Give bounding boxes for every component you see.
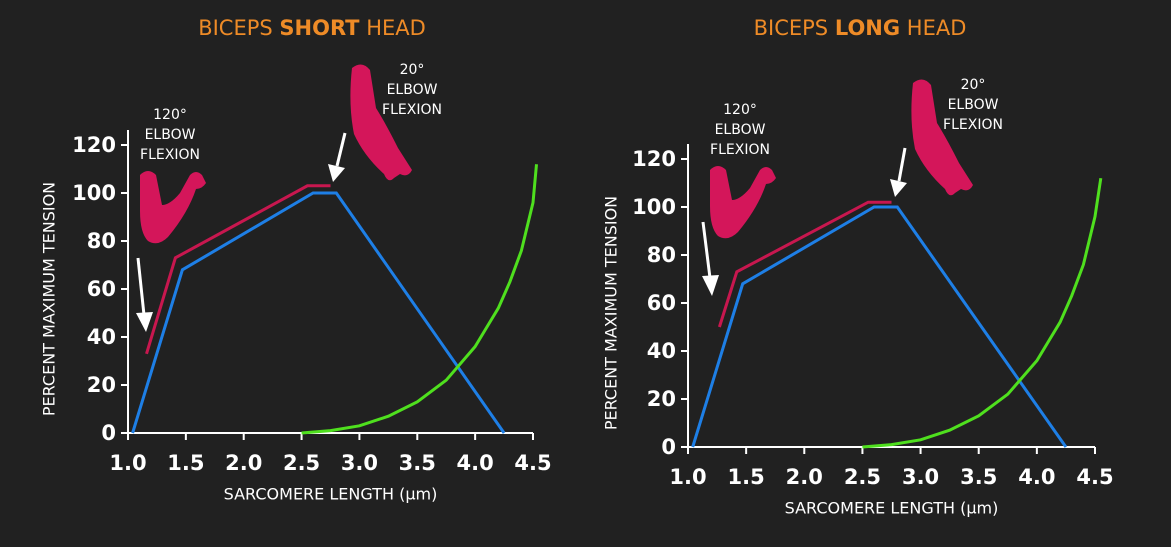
y-tick-label: 60 — [647, 291, 676, 315]
series-line — [131, 191, 506, 434]
x-tick-label: 1.0 — [109, 451, 146, 475]
annotation: FLEXION — [710, 142, 770, 158]
annotation: FLEXION — [943, 117, 1003, 133]
y-tick-label: 0 — [661, 435, 676, 459]
title-part: HEAD — [366, 16, 426, 40]
series-line — [717, 200, 892, 328]
series-line — [301, 164, 538, 435]
arrow — [335, 132, 347, 167]
y-tick-label: 0 — [101, 421, 116, 445]
arrow-head — [136, 312, 153, 332]
annotation: 120° — [723, 102, 757, 118]
x-axis-title: SARCOMERE LENGTH (µm) — [785, 499, 999, 518]
x-tick-label: 4.0 — [1018, 465, 1055, 489]
x-tick-label: 3.5 — [960, 465, 997, 489]
title-part: BICEPS — [754, 16, 829, 40]
arm-icons — [140, 64, 973, 244]
arm-20-left — [350, 64, 412, 181]
x-tick-label: 4.0 — [457, 451, 494, 475]
arm-20-right — [911, 79, 973, 196]
title-part: HEAD — [907, 16, 967, 40]
chart-title: BICEPS SHORT HEAD — [198, 16, 426, 40]
arm-120-right — [710, 166, 776, 239]
y-tick-label: 60 — [87, 277, 116, 301]
title-part: LONG — [835, 16, 900, 40]
y-tick-label: 80 — [87, 229, 116, 253]
y-tick-label: 20 — [87, 373, 116, 397]
series-line — [145, 184, 331, 355]
y-tick-label: 100 — [632, 195, 676, 219]
x-tick-label: 1.5 — [728, 465, 765, 489]
arrow-head — [328, 164, 345, 182]
x-tick-label: 1.0 — [669, 465, 706, 489]
y-tick-label: 40 — [647, 339, 676, 363]
annotation: ELBOW — [145, 127, 196, 143]
x-tick-label: 1.5 — [167, 451, 204, 475]
x-tick-label: 4.5 — [1076, 465, 1113, 489]
y-tick-label: 40 — [87, 325, 116, 349]
y-tick-label: 120 — [72, 133, 116, 157]
annotation: 20° — [400, 62, 425, 78]
annotation: ELBOW — [387, 82, 438, 98]
x-tick-label: 2.5 — [844, 465, 881, 489]
arrow — [897, 147, 907, 182]
series-line — [691, 205, 1068, 448]
arrows — [136, 132, 907, 332]
arrow — [136, 257, 146, 316]
series-line — [862, 177, 1103, 449]
title-part: SHORT — [279, 16, 360, 40]
title-part: BICEPS — [198, 16, 273, 40]
x-tick-label: 4.5 — [514, 451, 551, 475]
x-tick-label: 3.5 — [399, 451, 436, 475]
x-tick-label: 2.0 — [225, 451, 262, 475]
y-tick-label: 120 — [632, 147, 676, 171]
y-tick-label: 80 — [647, 243, 676, 267]
x-tick-label: 3.0 — [902, 465, 939, 489]
x-tick-label: 2.5 — [283, 451, 320, 475]
arrow — [701, 221, 712, 279]
y-tick-label: 20 — [647, 387, 676, 411]
x-axis-title: SARCOMERE LENGTH (µm) — [224, 485, 438, 504]
arrow-head — [890, 179, 907, 197]
annotation: ELBOW — [715, 122, 766, 138]
annotation: ELBOW — [948, 97, 999, 113]
annotation: FLEXION — [382, 102, 442, 118]
chart-title: BICEPS LONG HEAD — [754, 16, 967, 40]
x-tick-label: 2.0 — [786, 465, 823, 489]
annotation: 120° — [153, 107, 187, 123]
y-axis-title: PERCENT MAXIMUM TENSION — [602, 196, 621, 430]
x-tick-label: 3.0 — [341, 451, 378, 475]
annotation: FLEXION — [140, 147, 200, 163]
arm-120-left — [140, 171, 206, 244]
arrow-head — [702, 275, 719, 296]
y-tick-label: 100 — [72, 181, 116, 205]
annotation: 20° — [961, 77, 986, 93]
y-axis-title: PERCENT MAXIMUM TENSION — [40, 182, 59, 416]
